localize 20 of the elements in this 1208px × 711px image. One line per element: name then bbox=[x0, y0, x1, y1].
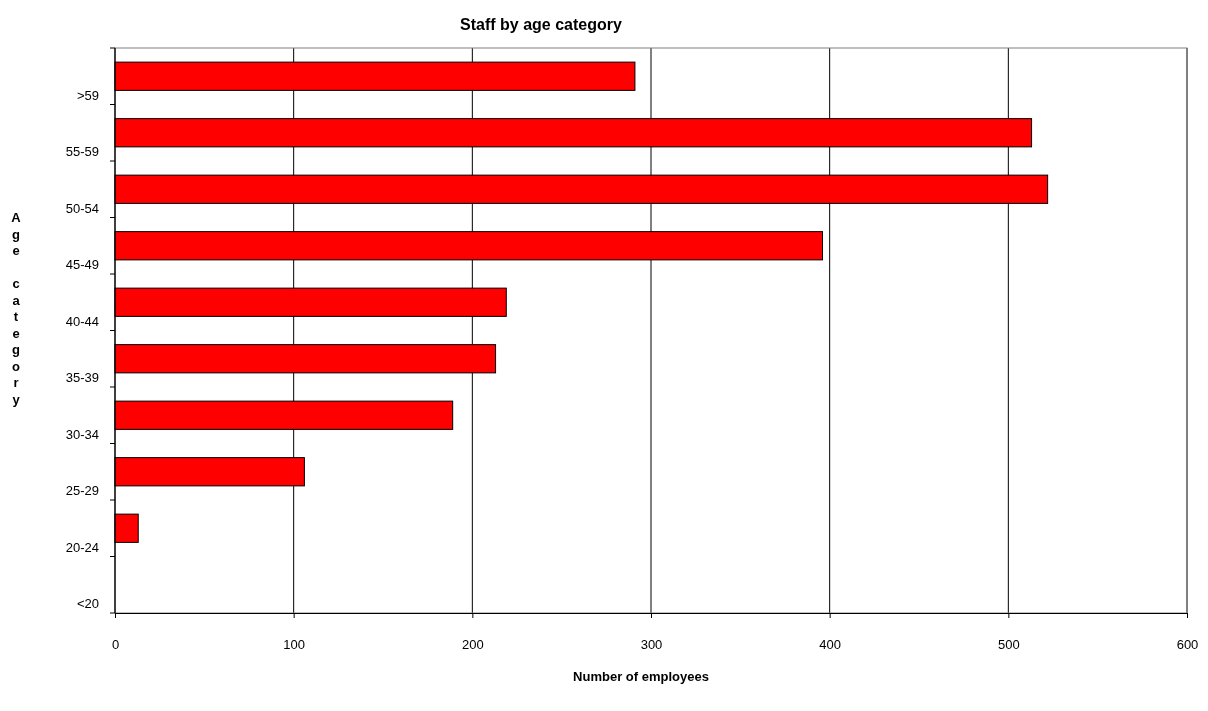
chart-title: Staff by age category bbox=[460, 16, 623, 33]
x-tick-label: 500 bbox=[997, 637, 1020, 653]
y-tick-label: 50-54 bbox=[65, 200, 99, 216]
y-tick-label: 35-39 bbox=[65, 370, 99, 386]
y-tick-label: >59 bbox=[76, 87, 99, 103]
x-tick-label: 400 bbox=[819, 637, 842, 653]
x-tick-label: 300 bbox=[640, 637, 663, 653]
y-tick-label: <20 bbox=[76, 596, 99, 612]
x-tick-label: 0 bbox=[111, 637, 120, 653]
text: Age category bbox=[11, 210, 21, 407]
y-tick-label: 30-34 bbox=[65, 426, 99, 442]
x-tick-label: 100 bbox=[283, 637, 306, 653]
y-tick-label: 20-24 bbox=[65, 539, 99, 555]
y-tick-label: 25-29 bbox=[65, 483, 99, 499]
x-tick-label: 200 bbox=[461, 637, 484, 653]
y-tick-label: 40-44 bbox=[65, 313, 99, 329]
y-tick-label: 55-59 bbox=[65, 144, 99, 160]
x-axis-title: Number of employees bbox=[573, 669, 709, 684]
y-tick-label: 45-49 bbox=[65, 257, 99, 273]
x-tick-label: 600 bbox=[1176, 637, 1199, 653]
